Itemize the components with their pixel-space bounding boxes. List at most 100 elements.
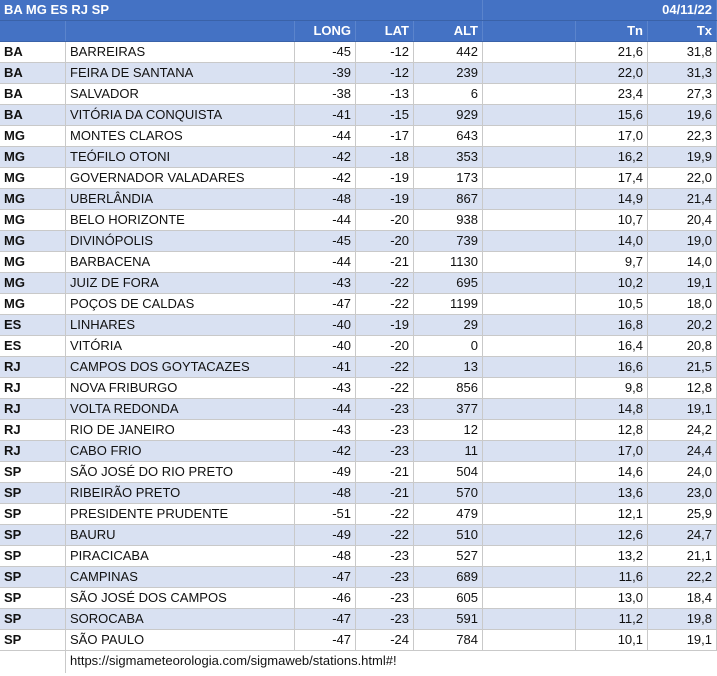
cell-tx[interactable]: 25,9: [648, 504, 717, 524]
cell-lat[interactable]: -21: [356, 483, 414, 503]
cell-empty[interactable]: [483, 630, 576, 650]
cell-city[interactable]: UBERLÂNDIA: [66, 189, 295, 209]
cell-tx[interactable]: 19,1: [648, 630, 717, 650]
source-url[interactable]: https://sigmameteorologia.com/sigmaweb/s…: [70, 653, 397, 668]
cell-tx[interactable]: 24,4: [648, 441, 717, 461]
footer-blank[interactable]: [0, 651, 66, 673]
cell-state[interactable]: MG: [0, 273, 66, 293]
cell-state[interactable]: RJ: [0, 399, 66, 419]
cell-city[interactable]: PIRACICABA: [66, 546, 295, 566]
cell-long[interactable]: -43: [295, 273, 356, 293]
header-alt[interactable]: ALT: [414, 21, 483, 41]
cell-tn[interactable]: 12,8: [576, 420, 648, 440]
cell-empty[interactable]: [483, 588, 576, 608]
cell-long[interactable]: -40: [295, 315, 356, 335]
cell-tn[interactable]: 9,8: [576, 378, 648, 398]
cell-tx[interactable]: 19,8: [648, 609, 717, 629]
cell-city[interactable]: SÃO PAULO: [66, 630, 295, 650]
cell-tx[interactable]: 21,4: [648, 189, 717, 209]
cell-lat[interactable]: -22: [356, 273, 414, 293]
cell-lat[interactable]: -22: [356, 504, 414, 524]
cell-lat[interactable]: -22: [356, 357, 414, 377]
cell-state[interactable]: MG: [0, 210, 66, 230]
cell-long[interactable]: -42: [295, 147, 356, 167]
cell-alt[interactable]: 929: [414, 105, 483, 125]
cell-long[interactable]: -45: [295, 42, 356, 62]
cell-tx[interactable]: 22,2: [648, 567, 717, 587]
cell-tx[interactable]: 21,1: [648, 546, 717, 566]
cell-tx[interactable]: 14,0: [648, 252, 717, 272]
cell-empty[interactable]: [483, 441, 576, 461]
cell-long[interactable]: -44: [295, 126, 356, 146]
cell-long[interactable]: -49: [295, 462, 356, 482]
cell-tx[interactable]: 12,8: [648, 378, 717, 398]
cell-tn[interactable]: 13,0: [576, 588, 648, 608]
cell-empty[interactable]: [483, 147, 576, 167]
cell-alt[interactable]: 689: [414, 567, 483, 587]
cell-tn[interactable]: 14,8: [576, 399, 648, 419]
cell-city[interactable]: BAURU: [66, 525, 295, 545]
cell-city[interactable]: VOLTA REDONDA: [66, 399, 295, 419]
cell-city[interactable]: SALVADOR: [66, 84, 295, 104]
cell-tn[interactable]: 22,0: [576, 63, 648, 83]
cell-alt[interactable]: 0: [414, 336, 483, 356]
cell-tn[interactable]: 14,0: [576, 231, 648, 251]
cell-tx[interactable]: 19,1: [648, 399, 717, 419]
cell-city[interactable]: RIBEIRÃO PRETO: [66, 483, 295, 503]
cell-empty[interactable]: [483, 273, 576, 293]
cell-long[interactable]: -48: [295, 483, 356, 503]
header-lat[interactable]: LAT: [356, 21, 414, 41]
sheet-title[interactable]: BA MG ES RJ SP: [0, 0, 483, 20]
cell-lat[interactable]: -19: [356, 315, 414, 335]
cell-tn[interactable]: 23,4: [576, 84, 648, 104]
cell-tx[interactable]: 18,4: [648, 588, 717, 608]
cell-tn[interactable]: 11,2: [576, 609, 648, 629]
header-long[interactable]: LONG: [295, 21, 356, 41]
cell-state[interactable]: RJ: [0, 420, 66, 440]
cell-state[interactable]: SP: [0, 609, 66, 629]
cell-empty[interactable]: [483, 420, 576, 440]
cell-empty[interactable]: [483, 168, 576, 188]
cell-empty[interactable]: [483, 252, 576, 272]
cell-lat[interactable]: -22: [356, 294, 414, 314]
cell-long[interactable]: -47: [295, 567, 356, 587]
cell-lat[interactable]: -23: [356, 546, 414, 566]
cell-tx[interactable]: 20,2: [648, 315, 717, 335]
header-city[interactable]: [66, 21, 295, 41]
cell-city[interactable]: SÃO JOSÉ DO RIO PRETO: [66, 462, 295, 482]
cell-empty[interactable]: [483, 357, 576, 377]
cell-city[interactable]: VITÓRIA DA CONQUISTA: [66, 105, 295, 125]
cell-state[interactable]: MG: [0, 252, 66, 272]
cell-state[interactable]: SP: [0, 630, 66, 650]
cell-state[interactable]: BA: [0, 63, 66, 83]
cell-lat[interactable]: -19: [356, 168, 414, 188]
cell-city[interactable]: FEIRA DE SANTANA: [66, 63, 295, 83]
cell-lat[interactable]: -22: [356, 525, 414, 545]
cell-long[interactable]: -48: [295, 546, 356, 566]
cell-city[interactable]: JUIZ DE FORA: [66, 273, 295, 293]
cell-empty[interactable]: [483, 525, 576, 545]
cell-city[interactable]: DIVINÓPOLIS: [66, 231, 295, 251]
cell-empty[interactable]: [483, 462, 576, 482]
cell-empty[interactable]: [483, 546, 576, 566]
cell-empty[interactable]: [483, 63, 576, 83]
cell-long[interactable]: -48: [295, 189, 356, 209]
cell-long[interactable]: -42: [295, 441, 356, 461]
cell-tn[interactable]: 14,6: [576, 462, 648, 482]
cell-empty[interactable]: [483, 483, 576, 503]
cell-alt[interactable]: 29: [414, 315, 483, 335]
cell-lat[interactable]: -23: [356, 441, 414, 461]
cell-tn[interactable]: 16,2: [576, 147, 648, 167]
cell-lat[interactable]: -12: [356, 63, 414, 83]
cell-city[interactable]: SOROCABA: [66, 609, 295, 629]
cell-long[interactable]: -41: [295, 105, 356, 125]
header-uf[interactable]: [0, 21, 66, 41]
cell-tx[interactable]: 27,3: [648, 84, 717, 104]
cell-alt[interactable]: 6: [414, 84, 483, 104]
cell-empty[interactable]: [483, 189, 576, 209]
cell-empty[interactable]: [483, 231, 576, 251]
cell-lat[interactable]: -20: [356, 210, 414, 230]
cell-tn[interactable]: 13,6: [576, 483, 648, 503]
cell-city[interactable]: SÃO JOSÉ DOS CAMPOS: [66, 588, 295, 608]
cell-tn[interactable]: 15,6: [576, 105, 648, 125]
